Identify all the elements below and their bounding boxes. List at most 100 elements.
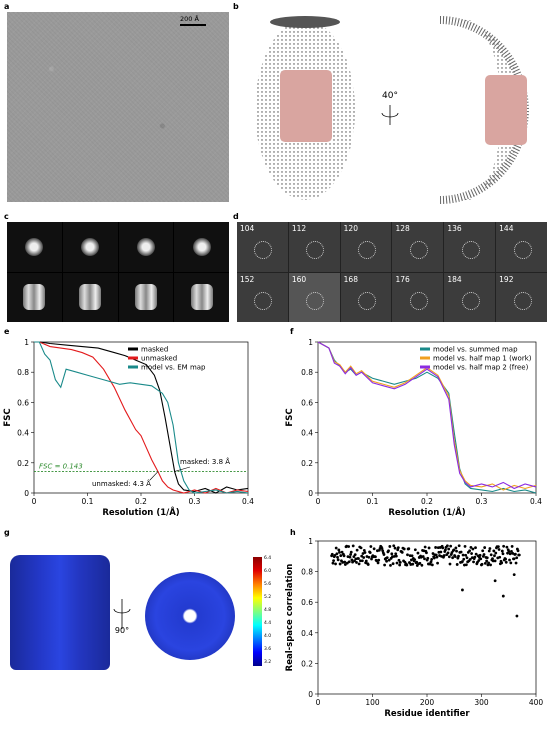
scatter-point	[461, 560, 464, 563]
panel-label-f: f	[290, 327, 294, 336]
colorbar-tick: 4.4	[264, 621, 272, 626]
x-tick-label: 0.4	[530, 497, 542, 506]
scatter-point	[461, 553, 465, 557]
scatter-point	[369, 545, 373, 548]
class-average	[7, 272, 62, 322]
projection-tile: 160	[288, 272, 340, 322]
scatter-point	[423, 557, 426, 561]
panel-label-a: a	[4, 2, 10, 11]
scatter-point	[385, 559, 388, 563]
annotation-arrow-unmasked	[149, 471, 159, 481]
x-tick-label: 0.2	[421, 497, 433, 506]
distribution-top-cap	[270, 16, 340, 28]
scatter-point	[514, 561, 518, 565]
scatter-point	[455, 549, 458, 553]
scatter-point	[449, 544, 453, 548]
scatter-point	[387, 549, 390, 553]
colorbar-tick: 5.2	[264, 595, 272, 600]
scatter-point	[516, 549, 520, 553]
x-tick-label: 0	[316, 698, 321, 707]
scatter-point	[489, 563, 492, 567]
scatter-point	[487, 549, 491, 553]
y-tick-label: 0.6	[301, 398, 313, 407]
projection-tile: 168	[340, 272, 392, 322]
scatter-point	[334, 562, 337, 566]
scatter-point	[481, 549, 485, 553]
projection-number: 136	[447, 224, 462, 233]
scatter-point	[474, 552, 478, 556]
scatter-point	[348, 555, 352, 559]
rscc-chart-h: 0 100 200 300 400 0 0.2 0.4 0.6 0.8 1 Residue ident…	[285, 537, 543, 719]
scatter-point	[464, 563, 468, 567]
scatter-point	[478, 553, 482, 557]
protein-density-front	[280, 70, 332, 142]
class-average	[174, 222, 229, 272]
projection-grid: 104 112 120 128 136 144 152 160 168 176 …	[237, 222, 547, 322]
scatter-point	[359, 559, 362, 563]
series-line	[317, 341, 537, 490]
scatter-point	[446, 551, 450, 555]
scatter-point	[463, 544, 467, 548]
scatter-point	[340, 550, 344, 554]
x-tick-label: 0	[316, 497, 321, 506]
scatter-point-outlier	[512, 573, 516, 577]
scatter-point	[345, 561, 349, 565]
scatter-point	[349, 553, 352, 556]
fsc-chart-f: 0 0.1 0.2 0.3 0.4 0 0.2 0.4 0.6 0.8 1 Resolution (1…	[285, 338, 542, 518]
series-line	[34, 341, 249, 494]
scatter-point	[402, 547, 406, 551]
scatter-point	[448, 562, 452, 566]
scatter-point	[362, 548, 366, 552]
scatter-point	[418, 561, 422, 565]
y-tick-label: 0.2	[301, 459, 313, 468]
scatter-point	[468, 549, 472, 553]
y-tick-label: 1	[24, 338, 29, 347]
scatter-point-outlier	[515, 614, 519, 618]
y-tick-label: 1	[308, 338, 313, 347]
scatter-point	[400, 550, 404, 554]
scatter-point	[500, 549, 504, 553]
scatter-point	[332, 559, 335, 563]
scatter-point	[355, 561, 358, 564]
scatter-point	[513, 552, 517, 556]
scatter-point	[334, 546, 338, 550]
x-tick-label: 200	[420, 698, 435, 707]
scatter-point	[498, 555, 502, 559]
scatter-point	[339, 554, 343, 557]
x-tick-label: 0.1	[82, 497, 94, 506]
colorbar-tick: 6.4	[264, 556, 272, 561]
resolution-colorbar	[253, 557, 262, 666]
scatter-point	[407, 547, 411, 551]
scatter-point	[383, 563, 386, 567]
scatter-point	[469, 546, 473, 549]
distribution-side-rim	[439, 16, 530, 204]
class-average	[174, 272, 229, 322]
projection-tile: 144	[496, 222, 547, 272]
scatter-point	[410, 558, 413, 562]
class-averages-grid	[7, 222, 229, 322]
scatter-point	[390, 552, 394, 556]
projection-number: 112	[291, 224, 307, 233]
scatter-point	[510, 544, 514, 548]
scatter-point	[505, 545, 509, 549]
colorbar-tick: 4.8	[264, 608, 272, 613]
y-tick-label: 0	[308, 489, 313, 498]
panel-label-d: d	[233, 212, 239, 221]
scatter-point	[394, 552, 398, 556]
series-line	[34, 341, 249, 494]
scatter-point	[452, 548, 456, 552]
scatter-point	[391, 562, 395, 566]
scatter-point-outlier	[461, 588, 464, 592]
scatter-point	[336, 558, 340, 562]
y-tick-label: 0	[308, 690, 313, 699]
projection-number: 168	[343, 274, 358, 284]
scatter-point	[477, 559, 481, 562]
colorbar-tick: 5.6	[264, 582, 272, 587]
projection-number: 120	[343, 224, 358, 233]
fsc-threshold-label: FSC = 0.143	[39, 462, 83, 470]
scatter-point	[360, 559, 364, 563]
scatter-point	[430, 558, 434, 561]
scatter-point	[413, 548, 417, 552]
scatter-point	[442, 554, 446, 557]
scatter-point	[500, 561, 504, 565]
